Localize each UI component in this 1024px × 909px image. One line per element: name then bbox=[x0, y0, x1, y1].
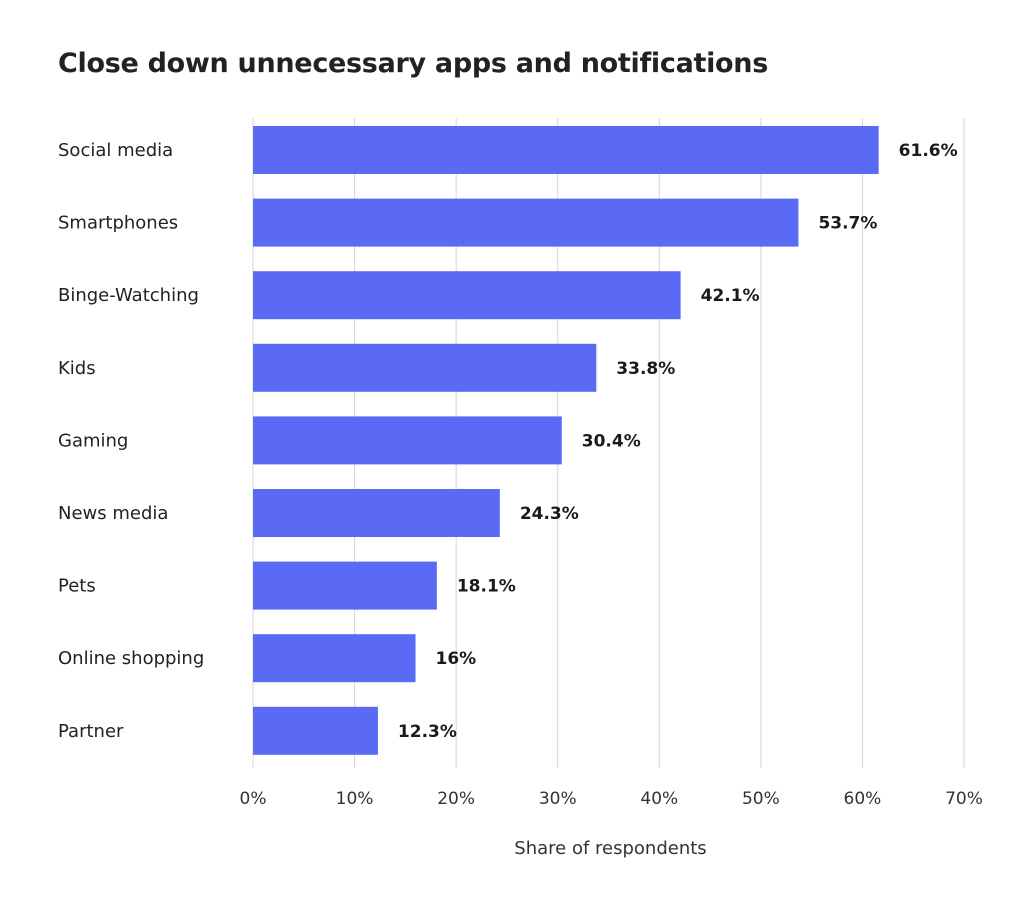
x-tick-label: 30% bbox=[539, 789, 577, 809]
x-tick-label: 60% bbox=[844, 789, 882, 809]
value-label: 18.1% bbox=[457, 577, 516, 597]
category-label: Kids bbox=[58, 358, 96, 379]
value-label: 30.4% bbox=[582, 431, 641, 451]
x-tick-label: 10% bbox=[336, 789, 374, 809]
chart-title: Close down unnecessary apps and notifica… bbox=[58, 48, 768, 79]
value-label: 61.6% bbox=[899, 141, 958, 161]
bar bbox=[253, 561, 437, 610]
bar bbox=[253, 271, 681, 320]
category-label: Gaming bbox=[58, 430, 128, 451]
bar bbox=[253, 343, 597, 392]
category-label: Online shopping bbox=[58, 648, 204, 669]
x-tick-label: 0% bbox=[240, 789, 267, 809]
bar bbox=[253, 416, 562, 465]
category-label: News media bbox=[58, 503, 168, 524]
bar bbox=[253, 634, 416, 683]
value-label: 16% bbox=[436, 649, 477, 669]
value-label: 33.8% bbox=[616, 359, 675, 379]
category-label: Smartphones bbox=[58, 213, 178, 234]
category-labels: Social media Smartphones Binge-Watching Kid… bbox=[58, 140, 204, 742]
x-tick-label: 70% bbox=[945, 789, 983, 809]
category-label: Binge-Watching bbox=[58, 285, 199, 306]
value-label: 53.7% bbox=[818, 214, 877, 234]
value-label: 24.3% bbox=[520, 504, 579, 524]
value-labels: 61.6% 53.7% 42.1% 33.8% 30.4% 24.3% 18.1% 16% 12… bbox=[398, 141, 958, 742]
value-label: 12.3% bbox=[398, 722, 457, 742]
x-tick-label: 40% bbox=[640, 789, 678, 809]
category-label: Social media bbox=[58, 140, 173, 161]
x-axis-ticks: 0% 10% 20% 30% 40% 50% 60% 70% bbox=[240, 789, 983, 809]
bar bbox=[253, 198, 799, 247]
x-tick-label: 20% bbox=[437, 789, 475, 809]
bar bbox=[253, 706, 378, 755]
category-label: Partner bbox=[58, 721, 124, 742]
category-label: Pets bbox=[58, 576, 96, 597]
value-label: 42.1% bbox=[701, 286, 760, 306]
bar bbox=[253, 126, 879, 174]
bars bbox=[253, 126, 879, 755]
x-axis-label: Share of respondents bbox=[514, 838, 706, 859]
bar bbox=[253, 489, 500, 537]
x-tick-label: 50% bbox=[742, 789, 780, 809]
